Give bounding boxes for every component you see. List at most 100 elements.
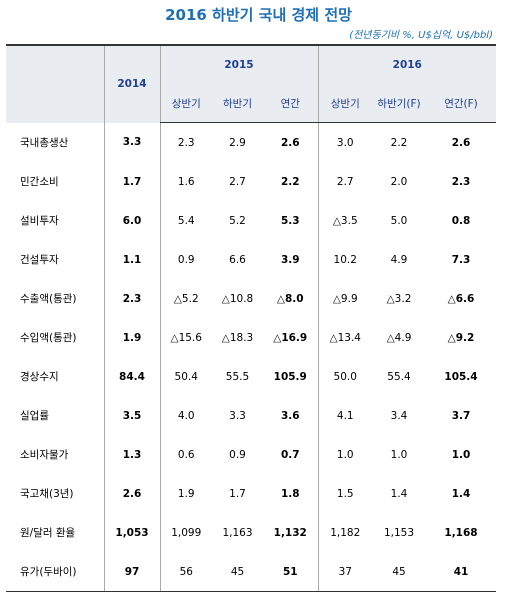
cell: 84.4: [103, 357, 160, 396]
cell: 5.3: [280, 214, 300, 227]
cell: 55.4: [387, 370, 411, 383]
cell: 97: [103, 552, 160, 592]
table-row: 수출액(통관) 2.3 △5.2 △10.8 △8.0 △9.9 △3.2 △6.6: [6, 279, 496, 318]
cell: 1,163: [222, 526, 253, 539]
cell: 2.2: [280, 175, 300, 188]
cell: △10.8: [221, 292, 254, 305]
cell: 1,182: [317, 513, 372, 552]
cell: 1,153: [383, 526, 415, 539]
sub-header: 연간: [263, 84, 318, 123]
cell: 105.4: [444, 370, 478, 383]
cell: 3.9: [280, 253, 300, 266]
cell: △9.9: [317, 279, 372, 318]
row-label: 수입액(통관): [20, 332, 77, 344]
cell: 6.0: [103, 201, 160, 240]
cell: 0.9: [229, 448, 246, 461]
cell: △3.5: [317, 201, 372, 240]
table-row: 국내총생산 3.3 2.3 2.9 2.6 3.0 2.2 2.6: [6, 122, 496, 162]
cell: 2.6: [103, 474, 160, 513]
cell: 2.3: [451, 175, 471, 188]
cell: 2.0: [390, 175, 408, 188]
row-label: 실업률: [20, 410, 49, 422]
cell: 55.5: [225, 370, 250, 383]
row-label: 유가(두바이): [6, 552, 104, 592]
cell: 2.6: [451, 136, 471, 149]
cell: 2.7: [317, 162, 372, 201]
cell: 3.6: [280, 409, 300, 422]
cell: 3.4: [390, 409, 408, 422]
cell: 1,132: [273, 526, 307, 539]
cell: 1.9: [159, 474, 212, 513]
cell: 37: [317, 552, 372, 592]
subtitle: (전년동기비 %, U$십억, U$/bbl): [349, 30, 493, 41]
row-label: 경상수지: [20, 371, 59, 383]
cell: 45: [212, 552, 263, 592]
cell: 4.1: [317, 396, 372, 435]
row-label: 원/달러 환율: [20, 527, 76, 539]
sub-header: 상반기: [317, 84, 372, 123]
cell: 3.3: [103, 122, 160, 162]
table-row: 원/달러 환율 1,053 1,099 1,163 1,132 1,182 1,153 1,1…: [6, 513, 496, 552]
cell: 1.7: [103, 162, 160, 201]
cell: 1.3: [103, 435, 160, 474]
row-label: 설비투자: [20, 215, 59, 227]
row-label: 민간소비: [20, 176, 59, 188]
cell: △5.2: [159, 279, 212, 318]
cell: 1.4: [451, 487, 471, 500]
cell: 7.3: [451, 253, 471, 266]
year-header: 2016: [317, 44, 497, 84]
title: 2016 하반기 국내 경제 전망: [165, 6, 352, 24]
table-row: 수입액(통관) 1.9 △15.6 △18.3 △16.9 △13.4 △4.9 △9.2: [6, 318, 496, 357]
cell: 5.2: [229, 214, 246, 227]
row-label: 소비자물가: [20, 449, 69, 461]
cell: 2.3: [103, 279, 160, 318]
cell: 50.0: [317, 357, 372, 396]
cell: 0.7: [280, 448, 300, 461]
cell: △3.2: [386, 292, 412, 305]
cell: 0.9: [159, 240, 212, 279]
table-row: 민간소비 1.7 1.6 2.7 2.2 2.7 2.0 2.3: [6, 162, 496, 201]
row-label: 국내총생산: [20, 136, 69, 149]
cell: △8.0: [276, 292, 304, 305]
table-row: 경상수지 84.4 50.4 55.5 105.9 50.0 55.4 105.4: [6, 357, 496, 396]
row-label: 국고채(3년): [20, 488, 74, 500]
cell: 4.0: [159, 396, 212, 435]
cell: 3.0: [317, 122, 372, 162]
cell: 3.7: [451, 409, 471, 422]
cell: 1.0: [390, 448, 408, 461]
table-row: 실업률 3.5 4.0 3.3 3.6 4.1 3.4 3.7: [6, 396, 496, 435]
cell: 41: [426, 552, 497, 592]
cell: 1.0: [451, 448, 471, 461]
cell: 2.2: [390, 136, 408, 149]
cell: 1.1: [103, 240, 160, 279]
cell: △13.4: [317, 318, 372, 357]
cell: △6.6: [447, 292, 475, 305]
year-header: 2014: [103, 44, 160, 123]
cell: 1.7: [229, 487, 246, 500]
cell: 3.3: [229, 409, 246, 422]
sub-header: 연간(F): [426, 84, 497, 123]
cell: 1.8: [280, 487, 300, 500]
corner: [6, 44, 104, 123]
cell: 1.6: [159, 162, 212, 201]
cell: 0.8: [451, 214, 471, 227]
table-row: 건설투자 1.1 0.9 6.6 3.9 10.2 4.9 7.3: [6, 240, 496, 279]
cell: △9.2: [447, 331, 475, 344]
cell: △16.9: [273, 331, 308, 344]
cell: 1,099: [159, 513, 212, 552]
cell: 2.6: [280, 136, 300, 149]
forecast-table: 2014 2015 2016 상반기 하반기 연간 상반기 하반기(F) 연간(F) 국내…: [6, 44, 497, 592]
cell: △4.9: [386, 331, 412, 344]
table-row: 국고채(3년) 2.6 1.9 1.7 1.8 1.5 1.4 1.4: [6, 474, 496, 513]
sub-header: 상반기: [159, 84, 212, 123]
row-label: 수출액(통관): [20, 293, 77, 305]
cell: 1.4: [390, 487, 408, 500]
row-label: 건설투자: [20, 254, 59, 266]
cell: 2.7: [229, 175, 246, 188]
table-row: 설비투자 6.0 5.4 5.2 5.3 △3.5 5.0 0.8: [6, 201, 496, 240]
year-header: 2015: [159, 44, 318, 84]
cell: 1.5: [317, 474, 372, 513]
cell: 105.9: [273, 370, 307, 383]
cell: 1.0: [317, 435, 372, 474]
